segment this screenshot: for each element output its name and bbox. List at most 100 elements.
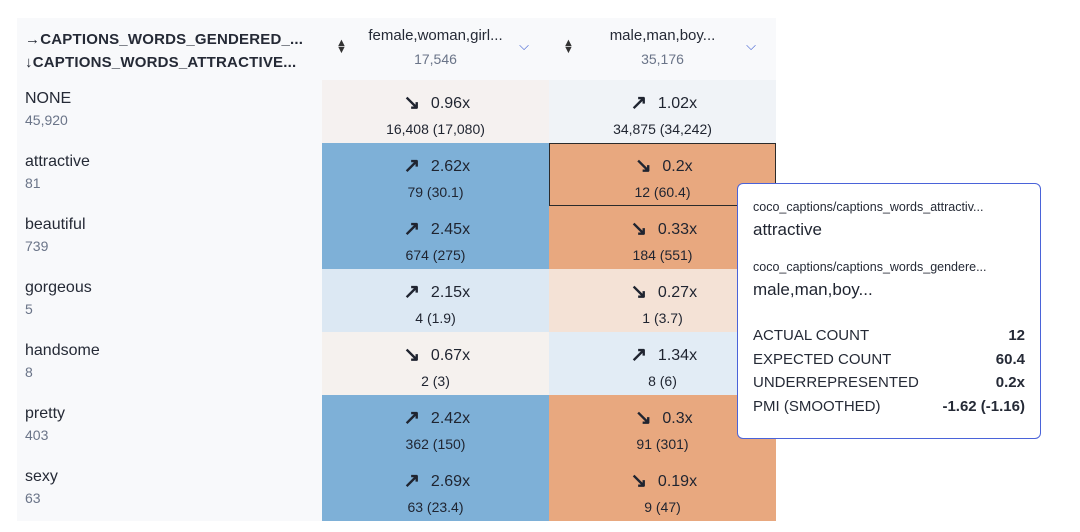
arrow-down-right-icon: ↘ [634,407,652,429]
cell-ratio: 0.19x [657,473,698,490]
cell-ratio: 2.62x [430,158,471,175]
cell-ratio: 1.34x [657,347,698,364]
cell-ratio-line: ↗ 1.34x [549,342,776,367]
cell-ratio-line: ↘ 0.19x [549,468,776,493]
table-cell[interactable]: ↗ 2.69x 63 (23.4) [322,458,549,521]
row-count: 63 [25,490,41,506]
cell-counts: 4 (1.9) [415,310,456,326]
chevron-down-icon[interactable]: ⌵ [746,38,756,53]
arrow-down-right-icon: ↘ [630,218,648,240]
table-cell[interactable]: ↗ 2.15x 4 (1.9) [322,269,549,332]
sort-icon[interactable]: ▲ ▼ [336,37,347,56]
stat-pmi: PMI (SMOOTHED) -1.62 (-1.16) [753,395,1025,419]
cell-ratio: 0.2x [662,158,693,175]
arrow-up-right-icon: ↗ [403,155,421,177]
arrow-down-right-icon: ↘ [630,281,648,303]
sort-icon[interactable]: ▲ ▼ [563,37,574,56]
tooltip-row-path: coco_captions/captions_words_attractiv..… [753,200,984,214]
cell-tooltip: coco_captions/captions_words_attractiv..… [737,183,1041,439]
table-cell[interactable]: ↗ 2.62x 79 (30.1) [322,143,549,206]
table-cell[interactable]: ↘ 0.96x 16,408 (17,080) [322,80,549,143]
row-label[interactable]: pretty 403 [17,395,322,458]
arrow-down-right-icon: ↘ [403,344,421,366]
cell-ratio-line: ↘ 0.33x [549,216,776,241]
chevron-down-icon[interactable]: ⌵ [519,38,529,53]
arrow-down-right-icon: ↘ [630,470,648,492]
arrow-up-right-icon: ↗ [630,92,648,114]
table-cell[interactable]: ↗ 2.42x 362 (150) [322,395,549,458]
stat-representation: UNDERREPRESENTED 0.2x [753,371,1025,395]
arrow-down-right-icon: ↘ [403,92,421,114]
cell-ratio-line: ↘ 0.96x [322,90,549,115]
table-cell[interactable]: ↗ 1.02x 34,875 (34,242) [549,80,776,143]
stat-label: PMI (SMOOTHED) [753,397,881,415]
stat-label: UNDERREPRESENTED [753,374,919,391]
row-label[interactable]: beautiful 739 [17,206,322,269]
cell-ratio: 1.02x [657,95,698,112]
cell-ratio-line: ↘ 0.27x [549,279,776,304]
stat-label: ACTUAL COUNT [753,327,870,344]
tooltip-col-path: coco_captions/captions_words_gendere... [753,260,987,274]
column-label: male,man,boy... [609,27,716,44]
row-count: 8 [25,364,33,380]
cell-ratio-line: ↗ 2.45x [322,216,549,241]
cell-ratio-line: ↗ 2.15x [322,279,549,304]
row-label[interactable]: sexy 63 [17,458,322,521]
arrow-up-right-icon: ↗ [403,407,421,429]
stat-expected-count: EXPECTED COUNT 60.4 [753,348,1025,372]
stat-value: 0.2x [995,374,1025,391]
row-name: NONE [25,90,72,107]
column-header-female[interactable]: ▲ ▼ female,woman,girl... 17,546 ⌵ [322,18,549,80]
row-label[interactable]: NONE 45,920 [17,80,322,143]
table-cell[interactable]: ↘ 0.67x 2 (3) [322,332,549,395]
table-cell[interactable]: ↗ 2.45x 674 (275) [322,206,549,269]
cell-ratio: 0.3x [662,410,693,427]
cell-counts: 12 (60.4) [634,184,691,200]
cell-ratio-line: ↗ 2.42x [322,405,549,430]
row-label[interactable]: handsome 8 [17,332,322,395]
stat-value: -1.62 (-1.16) [942,397,1025,415]
arrow-down-right-icon: ↘ [634,155,652,177]
cell-counts: 9 (47) [644,499,681,515]
stat-actual-count: ACTUAL COUNT 12 [753,324,1025,348]
cell-ratio-line: ↗ 1.02x [549,90,776,115]
row-name: pretty [25,405,66,422]
tooltip-col-value: male,man,boy... [753,280,873,299]
stat-value: 60.4 [995,350,1025,368]
cell-counts: 2 (3) [421,373,450,389]
column-axis-label: →CAPTIONS_WORDS_GENDERED_... [25,31,304,48]
cell-counts: 63 (23.4) [407,499,464,515]
row-name: handsome [25,342,100,359]
cell-counts: 1 (3.7) [642,310,683,326]
row-count: 45,920 [25,112,68,128]
row-label[interactable]: gorgeous 5 [17,269,322,332]
column-count: 35,176 [641,51,684,67]
cell-ratio: 0.27x [657,284,698,301]
cell-ratio: 0.67x [430,347,471,364]
cell-counts: 8 (6) [648,373,677,389]
row-count: 81 [25,175,41,191]
row-label[interactable]: attractive 81 [17,143,322,206]
cell-ratio: 0.33x [657,221,698,238]
tooltip-row-value: attractive [753,220,822,239]
row-name: sexy [25,468,58,485]
column-header-male[interactable]: ▲ ▼ male,man,boy... 35,176 ⌵ [549,18,776,80]
cell-counts: 34,875 (34,242) [613,121,712,137]
row-count: 5 [25,301,33,317]
cell-ratio: 0.96x [430,95,471,112]
cell-counts: 184 (551) [632,247,693,263]
row-name: gorgeous [25,279,92,296]
arrow-up-right-icon: ↗ [630,344,648,366]
cell-ratio-line: ↗ 2.62x [322,153,549,178]
arrow-up-right-icon: ↗ [403,281,421,303]
stat-value: 12 [1008,327,1025,344]
cell-ratio-line: ↘ 0.67x [322,342,549,367]
table-cell[interactable]: ↘ 0.19x 9 (47) [549,458,776,521]
tooltip-stats: ACTUAL COUNT 12 EXPECTED COUNT 60.4 UNDERR… [753,324,1025,418]
row-name: beautiful [25,216,86,233]
cell-ratio-line: ↘ 0.3x [549,405,776,430]
cell-ratio: 2.15x [430,284,471,301]
row-count: 739 [25,238,49,254]
arrow-up-right-icon: ↗ [403,218,421,240]
column-count: 17,546 [414,51,457,67]
